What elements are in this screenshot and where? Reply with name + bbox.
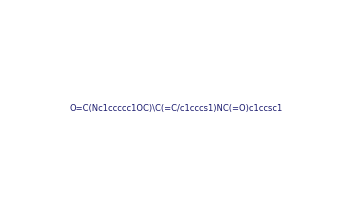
Text: O=C(Nc1ccccc1OC)\C(=C/c1cccs1)NC(=O)c1ccsc1: O=C(Nc1ccccc1OC)\C(=C/c1cccs1)NC(=O)c1cc…	[69, 104, 283, 113]
